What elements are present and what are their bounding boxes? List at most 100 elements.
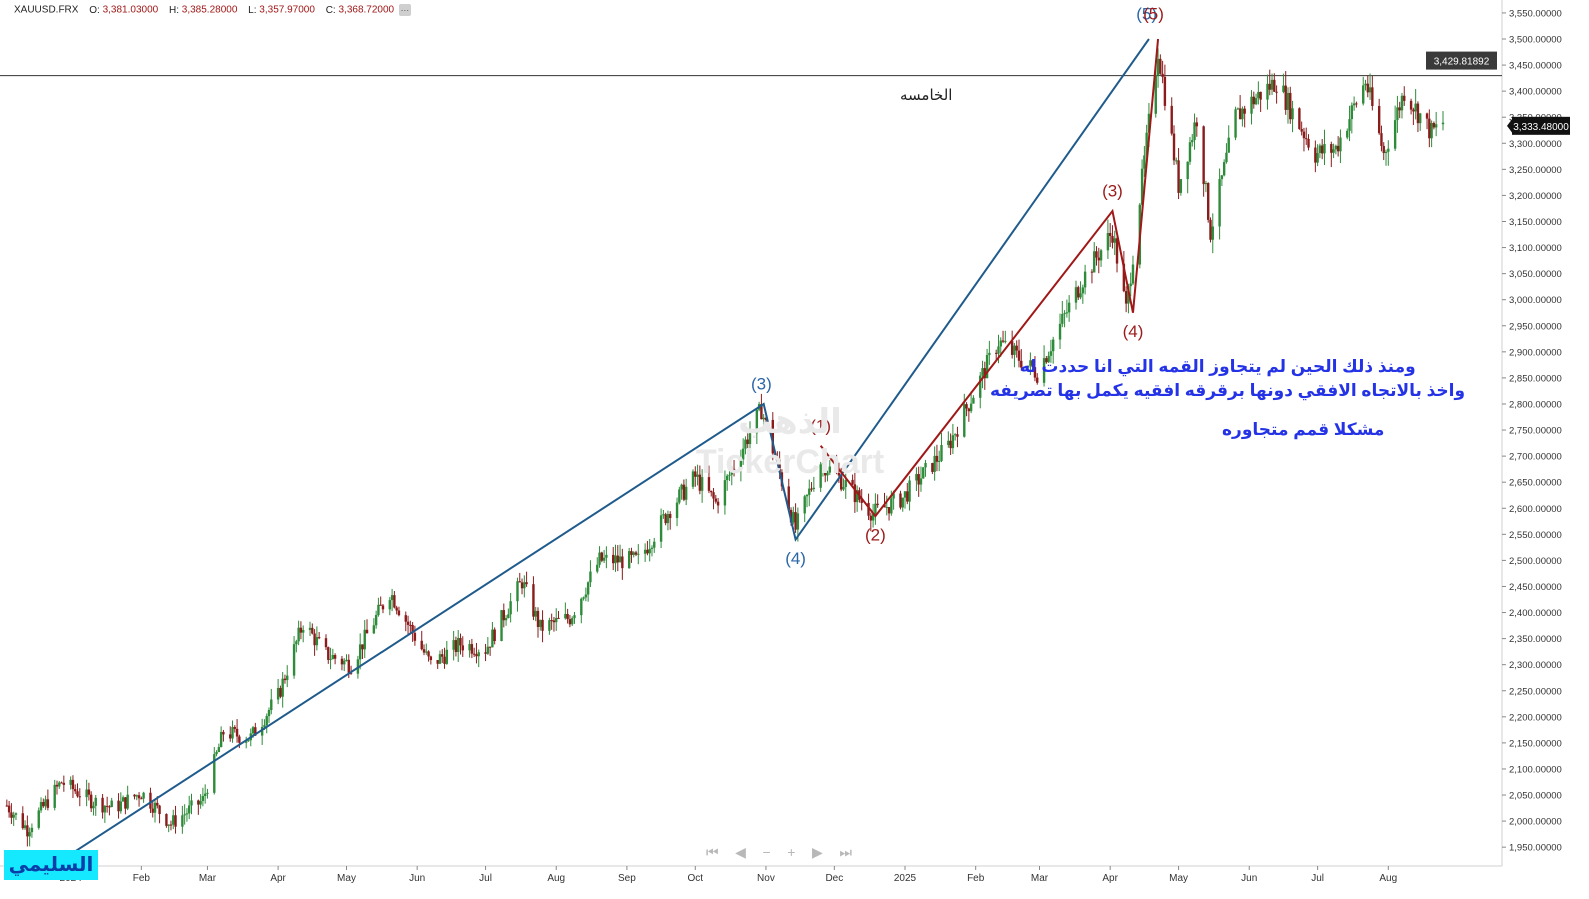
candle-body xyxy=(235,728,239,737)
candle-body xyxy=(1154,75,1157,114)
candle-body xyxy=(1042,358,1046,383)
x-tick-label: Aug xyxy=(1379,873,1397,884)
candle-body xyxy=(855,490,859,503)
candle-body xyxy=(299,627,303,633)
candle-body xyxy=(1074,287,1078,303)
candle-body xyxy=(1318,145,1322,154)
y-tick-label: 3,000.00000 xyxy=(1509,295,1562,306)
candle-body xyxy=(1286,92,1290,110)
candle-body xyxy=(151,808,154,813)
more-options-icon[interactable]: … xyxy=(398,4,411,16)
x-tick-label: Apr xyxy=(270,873,286,884)
candle-body xyxy=(1384,151,1388,154)
candle-body xyxy=(121,797,125,802)
candle-body xyxy=(853,484,857,503)
candle-body xyxy=(190,800,193,806)
candle-body xyxy=(1339,137,1342,152)
zoom-out-icon[interactable]: − xyxy=(762,844,771,860)
candle-body xyxy=(967,408,971,412)
candle-body xyxy=(388,600,392,610)
candle-body xyxy=(1115,238,1119,264)
candle-body xyxy=(1314,147,1317,163)
candle-body xyxy=(409,624,412,626)
candle-body xyxy=(983,368,987,379)
y-tick-label: 2,500.00000 xyxy=(1509,556,1562,567)
candle-body xyxy=(1398,107,1401,111)
candle-body xyxy=(470,644,474,654)
candle-body xyxy=(632,552,635,555)
candle-body xyxy=(238,736,241,743)
zoom-in-icon[interactable]: + xyxy=(787,844,796,860)
candle-body xyxy=(1393,120,1397,149)
level-price-badge-text: 3,429.81892 xyxy=(1434,57,1490,68)
candle-body xyxy=(53,784,56,808)
scroll-left-icon[interactable]: ◀ xyxy=(735,843,746,860)
candle-body xyxy=(691,471,695,487)
candle-body xyxy=(301,629,305,633)
candle-body xyxy=(58,782,61,787)
candle-body xyxy=(819,464,822,488)
candle-body xyxy=(965,404,968,409)
candle-body xyxy=(995,352,998,354)
candle-body xyxy=(443,656,446,664)
candle-body xyxy=(231,727,234,739)
candle-body xyxy=(26,825,29,837)
candle-body xyxy=(662,514,665,516)
y-tick-label: 2,850.00000 xyxy=(1509,373,1562,384)
candle-body xyxy=(762,417,765,420)
candle-body xyxy=(1113,238,1116,243)
y-tick-label: 2,650.00000 xyxy=(1509,478,1562,489)
candle-body xyxy=(518,581,521,583)
symbol-label: XAUUSD.FRX xyxy=(14,4,79,16)
go-first-icon[interactable]: ⏮ xyxy=(706,843,719,860)
candle-body xyxy=(1350,105,1354,120)
candle-body xyxy=(589,571,592,583)
candle-body xyxy=(1170,105,1173,134)
candle-body xyxy=(46,799,50,808)
candle-body xyxy=(1416,103,1420,124)
candle-body xyxy=(206,792,209,794)
candle-body xyxy=(684,486,688,500)
candle-body xyxy=(771,419,774,454)
high-label: H: xyxy=(168,4,179,16)
y-tick-label: 3,050.00000 xyxy=(1509,269,1562,280)
y-tick-label: 2,700.00000 xyxy=(1509,452,1562,463)
candle-body xyxy=(283,678,287,681)
x-tick-label: Mar xyxy=(199,873,217,884)
candle-body xyxy=(979,375,982,398)
candle-body xyxy=(105,805,109,807)
candle-body xyxy=(153,802,157,813)
candle-body xyxy=(1430,122,1433,139)
candle-body xyxy=(680,484,683,490)
candle-body xyxy=(247,740,250,742)
go-last-icon[interactable]: ⏭ xyxy=(839,843,852,860)
scroll-right-icon[interactable]: ▶ xyxy=(812,843,823,860)
candle-body xyxy=(748,433,752,445)
candle-body xyxy=(618,556,622,563)
candle-body xyxy=(648,548,651,554)
candle-body xyxy=(381,605,385,610)
candle-body xyxy=(475,654,478,657)
candle-body xyxy=(739,459,743,470)
candle-body xyxy=(1275,91,1278,93)
candle-body xyxy=(1238,108,1242,120)
candle-body xyxy=(89,794,93,809)
candle-body xyxy=(710,490,713,493)
candle-body xyxy=(445,649,449,664)
candle-body xyxy=(317,637,321,639)
candle-body xyxy=(69,779,72,785)
candle-body xyxy=(199,800,202,805)
candle-body xyxy=(233,727,237,729)
candle-body xyxy=(156,802,159,806)
candle-body xyxy=(1332,149,1335,153)
candle-body xyxy=(42,801,45,807)
candle-body xyxy=(1366,83,1369,93)
candle-body xyxy=(1161,73,1164,77)
candle-body xyxy=(1156,58,1160,76)
candle-body xyxy=(140,798,143,800)
candle-body xyxy=(885,507,888,509)
y-tick-label: 2,050.00000 xyxy=(1509,791,1562,802)
candle-body xyxy=(792,512,795,523)
